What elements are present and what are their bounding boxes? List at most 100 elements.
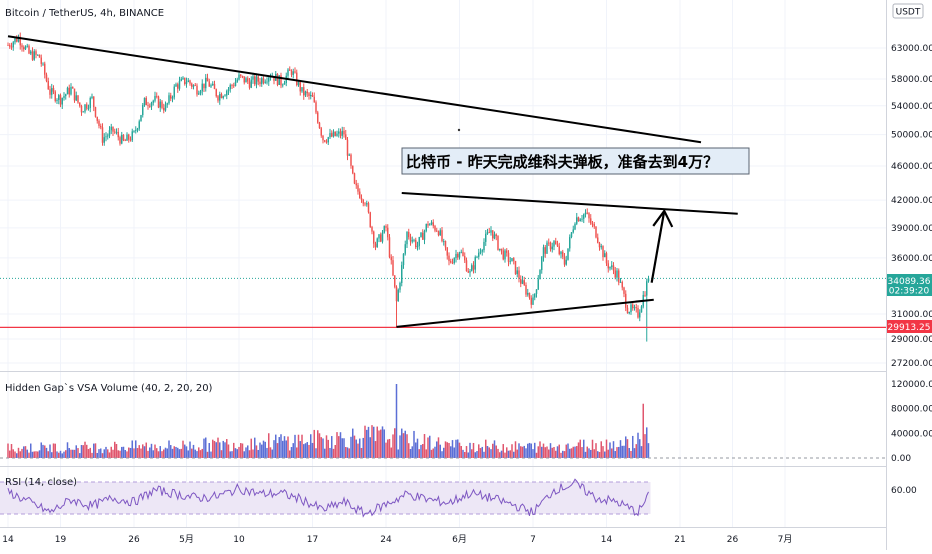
time-tick-label: 14 xyxy=(2,535,14,545)
volume-bar xyxy=(451,440,454,458)
price-candle-body xyxy=(255,76,258,85)
price-candle-body xyxy=(406,231,408,245)
price-candle-body xyxy=(161,101,163,108)
price-candle-body xyxy=(136,128,139,131)
volume-bar xyxy=(145,442,147,458)
volume-bar xyxy=(537,446,539,458)
price-candle-body xyxy=(513,258,515,261)
volume-bar xyxy=(432,448,434,458)
volume-bar xyxy=(612,441,615,458)
volume-bar xyxy=(598,451,601,458)
volume-bar xyxy=(161,451,163,458)
price-candle-body xyxy=(68,87,70,95)
volume-bar xyxy=(548,449,550,458)
current-price-badge[interactable]: 34089.36 02:39:20 xyxy=(887,274,932,297)
volume-bar xyxy=(114,441,116,458)
volume-bar xyxy=(9,450,11,458)
support-price-badge[interactable]: 29913.25 xyxy=(887,320,932,333)
price-candle-body xyxy=(287,69,289,76)
price-candle-body xyxy=(112,126,114,132)
price-candle-body xyxy=(222,96,224,98)
price-tick-label: 50000.00 xyxy=(891,131,932,141)
volume-bar xyxy=(184,444,186,458)
volume-bar xyxy=(79,453,81,458)
grid-layer xyxy=(0,0,886,527)
volume-bar xyxy=(371,425,373,458)
price-candle-body xyxy=(439,230,441,236)
volume-bar xyxy=(271,449,273,458)
price-candle-body xyxy=(537,279,539,290)
price-candle-body xyxy=(189,80,191,84)
volume-bar xyxy=(157,451,160,458)
volume-bar xyxy=(630,450,632,458)
price-candle-body xyxy=(595,226,597,238)
volume-bar xyxy=(514,441,517,458)
price-candle-body xyxy=(9,45,11,47)
volume-bar xyxy=(220,450,223,458)
price-candle-body xyxy=(152,100,154,103)
price-candle-body xyxy=(390,257,392,261)
volume-bar xyxy=(266,447,268,458)
volume-bar xyxy=(21,448,23,458)
price-candle-body xyxy=(173,86,175,98)
volume-bar xyxy=(254,437,256,458)
price-candle-body xyxy=(509,261,511,263)
volume-tick-label: 80000.00 xyxy=(891,405,932,415)
volume-bar xyxy=(565,444,567,458)
volume-bar xyxy=(607,449,609,458)
volume-bar xyxy=(394,428,396,458)
time-tick-label: 14 xyxy=(601,535,613,545)
volume-bar xyxy=(51,452,53,458)
volume-bar xyxy=(422,444,424,458)
price-candle-body xyxy=(527,292,529,295)
volume-bar xyxy=(450,446,452,458)
volume-bar xyxy=(516,449,518,458)
projection-arrow-shaft xyxy=(650,210,666,283)
volume-bar xyxy=(436,441,438,458)
price-candle-body xyxy=(250,79,252,88)
price-candle-body xyxy=(429,224,431,226)
volume-bar xyxy=(325,435,328,458)
price-candle-body xyxy=(322,135,324,141)
price-candle-body xyxy=(544,247,546,254)
price-candle-body xyxy=(318,122,321,129)
price-candle-body xyxy=(297,81,300,86)
volume-bar xyxy=(86,444,88,458)
volume-bar xyxy=(54,443,56,458)
price-candle-body xyxy=(590,218,592,224)
price-candle-body xyxy=(129,139,132,141)
volume-bar xyxy=(387,439,389,458)
price-candle-body xyxy=(569,237,571,249)
price-candle-body xyxy=(248,81,251,88)
volume-bar xyxy=(280,434,282,458)
price-candle-body xyxy=(124,140,126,142)
price-candle-body xyxy=(626,307,629,314)
volume-bar xyxy=(523,445,525,458)
price-candle-body xyxy=(497,236,499,250)
price-candle-body xyxy=(100,125,102,128)
price-candle-body xyxy=(59,95,62,105)
volume-bar xyxy=(147,450,149,458)
volume-bar xyxy=(33,451,35,458)
currency-badge[interactable] xyxy=(892,3,924,19)
volume-bar xyxy=(577,442,580,458)
volume-bar xyxy=(171,448,174,458)
volume-bar xyxy=(336,432,338,458)
price-candle-body xyxy=(243,76,245,83)
price-candle-body xyxy=(115,131,118,133)
price-candle-body xyxy=(219,94,221,101)
price-candle-body xyxy=(511,258,513,262)
price-candle-body xyxy=(399,283,401,290)
volume-bar xyxy=(462,449,464,458)
price-candle-body xyxy=(311,94,314,97)
volume-bar xyxy=(129,447,132,458)
volume-bar xyxy=(58,452,60,458)
volume-bar xyxy=(24,446,27,458)
price-candle-body xyxy=(7,45,9,46)
volume-bar xyxy=(23,446,25,458)
time-tick-label: 26 xyxy=(128,535,140,545)
annotation-box[interactable] xyxy=(401,147,750,175)
price-candle-body xyxy=(80,106,83,113)
